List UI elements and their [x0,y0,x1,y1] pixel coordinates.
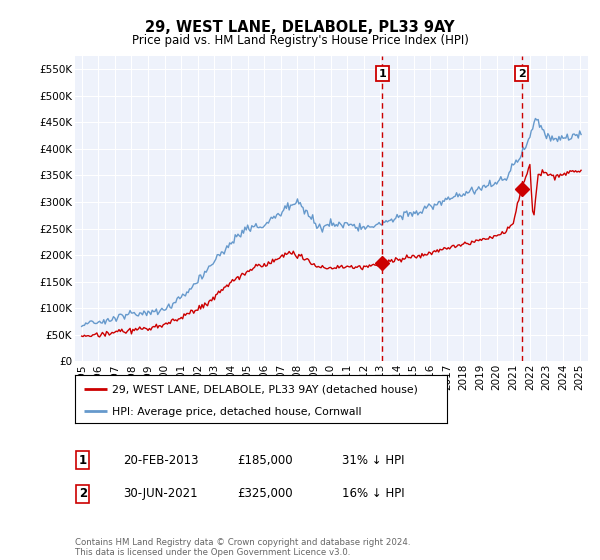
Text: 2: 2 [79,487,87,501]
Text: 29, WEST LANE, DELABOLE, PL33 9AY (detached house): 29, WEST LANE, DELABOLE, PL33 9AY (detac… [112,385,418,394]
Text: 16% ↓ HPI: 16% ↓ HPI [342,487,404,501]
Text: 1: 1 [379,68,386,78]
Text: 31% ↓ HPI: 31% ↓ HPI [342,454,404,467]
Text: Contains HM Land Registry data © Crown copyright and database right 2024.
This d: Contains HM Land Registry data © Crown c… [75,538,410,557]
Text: 30-JUN-2021: 30-JUN-2021 [123,487,197,501]
Text: 29, WEST LANE, DELABOLE, PL33 9AY: 29, WEST LANE, DELABOLE, PL33 9AY [145,20,455,35]
Text: £325,000: £325,000 [237,487,293,501]
Text: 20-FEB-2013: 20-FEB-2013 [123,454,199,467]
Text: Price paid vs. HM Land Registry's House Price Index (HPI): Price paid vs. HM Land Registry's House … [131,34,469,46]
Text: HPI: Average price, detached house, Cornwall: HPI: Average price, detached house, Corn… [112,407,362,417]
Text: 2: 2 [518,68,526,78]
Text: £185,000: £185,000 [237,454,293,467]
Text: 1: 1 [79,454,87,467]
